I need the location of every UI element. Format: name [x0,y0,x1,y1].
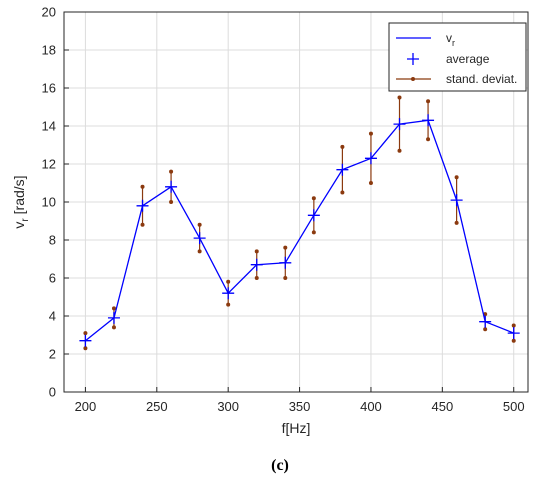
average-point [450,194,463,207]
y-axis-label-unit: [rad/s] [11,175,27,218]
average-point [193,232,206,245]
x-axis: 200 250 300 350 400 450 500 [75,387,525,414]
x-tick-label: 250 [146,399,168,414]
y-tick-label: 12 [42,157,56,172]
stand-deviat-lower-point [83,346,88,351]
stand-deviat-lower-point [511,338,516,343]
stand-deviat-upper-point [340,144,345,149]
stand-deviat-lower-point [483,327,488,332]
vr-series-line [84,119,514,342]
figure-caption: (c) [271,457,289,474]
stand-deviat-upper-point [397,95,402,100]
stand-deviat-lower-point [311,230,316,235]
stand-deviat-upper-point [283,245,288,250]
average-point [107,311,120,324]
stand-deviat-upper-point [311,196,316,201]
x-tick-label: 500 [503,399,525,414]
stand-deviat-lower-point [340,190,345,195]
average-series [79,114,520,347]
legend-average-label: average [446,52,490,66]
x-tick-label: 400 [360,399,382,414]
average-point [422,114,435,127]
average-point [393,118,406,131]
y-axis-label-sub: r [20,218,31,222]
average-point [250,258,263,271]
stand-deviat-upper-point [368,131,373,136]
average-point [79,334,92,347]
stand-deviat-lower-point [254,276,259,280]
legend-average-marker [407,53,419,65]
stand-deviat-upper-point [111,306,116,311]
y-tick-label: 2 [49,347,56,362]
y-tick-label: 10 [42,195,56,210]
y-axis: 0 2 4 6 8 10 12 14 16 18 20 [42,5,69,400]
stand-deviat-lower-point [397,148,402,153]
legend-line-label-base: v [446,31,452,45]
stand-deviat-lower-point [426,137,431,142]
average-point [136,199,149,212]
y-tick-label: 18 [42,43,56,58]
stand-deviat-upper-point [83,331,88,336]
stand-deviat-lower-point [140,222,145,227]
x-axis-label: f[Hz] [282,420,311,436]
average-point [507,327,520,340]
stand-deviat-upper-point [169,169,174,174]
x-tick-label: 450 [431,399,453,414]
stand-deviat-upper-point [254,249,259,254]
y-tick-label: 16 [42,81,56,96]
average-point [222,287,235,300]
stand-deviat-upper-point [511,323,516,328]
y-tick-label: 8 [49,233,56,248]
stand-deviat-lower-point [454,220,459,225]
stand-deviat-lower-point [226,302,231,307]
average-point [279,256,292,269]
stand-deviat-upper-point [226,279,231,284]
stand-deviat-upper-point [454,175,459,180]
y-axis-label: vr [rad/s] [11,175,31,228]
legend-std-label: stand. deviat. [446,72,517,86]
average-point [165,180,178,193]
stand-deviat-upper-point [140,184,145,189]
legend-line-label-sub: r [452,38,455,48]
stand-deviat-lower-point [197,249,202,254]
y-tick-label: 6 [49,271,56,286]
stand-deviat-upper-point [197,222,202,227]
y-tick-label: 0 [49,385,56,400]
stand-deviat-lower-point [368,181,373,185]
average-point [336,163,349,176]
y-tick-label: 4 [49,309,56,324]
stand-deviat-lower-point [111,325,116,330]
stand-deviat-lower-point [169,200,174,204]
y-tick-label: 20 [42,5,56,20]
average-point [479,315,492,328]
x-tick-label: 300 [217,399,239,414]
stand-deviat-lower-point [283,276,288,280]
stand-deviat-upper-point [426,99,431,104]
legend-line-label: vr [446,31,455,48]
legend: vr average stand. deviat. [388,22,527,92]
x-tick-label: 200 [75,399,97,414]
average-point [364,152,377,165]
legend-std-dot [411,77,415,81]
x-tick-label: 350 [289,399,311,414]
average-point [307,209,320,222]
y-tick-label: 14 [42,119,56,134]
y-axis-label-base: v [11,222,27,229]
